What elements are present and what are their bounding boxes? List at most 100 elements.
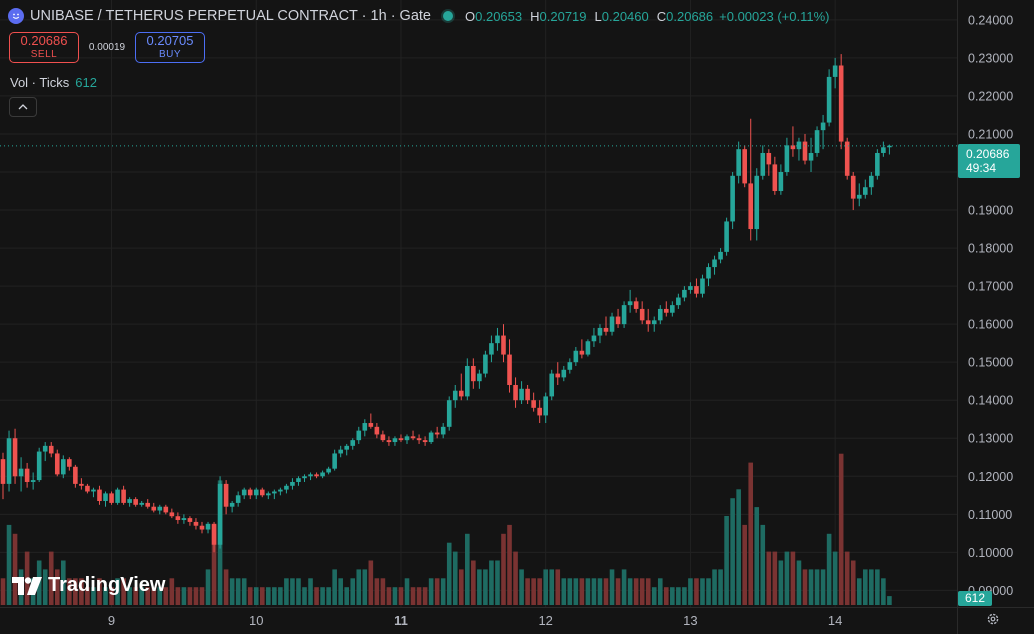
candle-body: [465, 365, 470, 397]
candle-body: [832, 65, 838, 77]
volume-bar: [320, 587, 325, 605]
candle-body: [229, 502, 235, 507]
candle-body: [320, 472, 325, 477]
candle-body: [187, 518, 193, 522]
candle-body: [416, 438, 422, 441]
volume-legend-value: 612: [75, 75, 97, 90]
candle-body: [199, 525, 205, 530]
price-axis-label: 0.15000: [968, 356, 1013, 370]
candle-body: [712, 259, 717, 268]
volume-bar: [856, 578, 862, 605]
symbol-title[interactable]: UNIBASE / TETHERUS PERPETUAL CONTRACT · …: [30, 8, 431, 24]
candle-body: [235, 495, 241, 503]
candle-body: [175, 516, 181, 521]
candle-body: [18, 468, 24, 477]
price-axis-label: 0.13000: [968, 432, 1013, 446]
candle-body: [531, 400, 536, 408]
volume-bar: [440, 578, 446, 605]
chart-header: UNIBASE / TETHERUS PERPETUAL CONTRACT · …: [8, 6, 829, 26]
volume-bar: [537, 578, 542, 605]
candle-body: [651, 320, 657, 325]
volume-bar: [121, 578, 126, 605]
volume-legend[interactable]: Vol · Ticks 612: [10, 75, 97, 90]
candle-body: [579, 350, 585, 355]
settings-gear-icon[interactable]: [986, 612, 1000, 626]
candle-body: [157, 506, 163, 511]
candle-body: [42, 445, 48, 452]
volume-bar: [145, 587, 151, 605]
candle-body: [790, 145, 796, 150]
candle-body: [398, 438, 404, 441]
candle-body: [54, 453, 60, 475]
market-open-indicator: [443, 11, 453, 21]
volume-bar: [724, 516, 729, 605]
candle-body: [820, 122, 826, 131]
volume-bar: [54, 569, 60, 605]
volume-bar: [832, 551, 838, 605]
volume-legend-label: Vol · Ticks: [10, 75, 70, 90]
volume-bar: [495, 560, 500, 605]
candle-body: [700, 278, 705, 294]
volume-bar: [778, 560, 784, 605]
open-label: O: [465, 8, 476, 24]
candle-body: [585, 341, 591, 355]
volume-bar: [820, 569, 826, 605]
candle-body: [308, 474, 313, 477]
candle-body: [784, 145, 790, 172]
candle-body: [374, 426, 380, 435]
sell-button[interactable]: 0.20686 SELL: [9, 32, 79, 63]
volume-bar: [205, 569, 211, 605]
volume-bar: [862, 569, 868, 605]
candle-body: [881, 147, 886, 153]
volume-bar: [615, 578, 621, 605]
price-axis-label: 0.22000: [968, 89, 1013, 103]
volume-bar: [446, 542, 452, 605]
candle-body: [266, 493, 271, 496]
volume-bar: [501, 533, 506, 605]
price-axis-label: 0.10000: [968, 546, 1013, 560]
candle-body: [495, 335, 500, 344]
volume-bar: [344, 587, 350, 605]
time-axis-label: 10: [249, 613, 263, 628]
volume-bar: [682, 587, 687, 605]
tradingview-logo[interactable]: TradingView: [12, 574, 165, 597]
candle-body: [121, 489, 126, 503]
volume-bar: [127, 587, 132, 605]
low-value: 0.20460: [601, 8, 649, 24]
last-price-label: 0.20686 49:34: [958, 144, 1020, 178]
volume-bar: [163, 587, 169, 605]
volume-bar: [471, 560, 476, 605]
volume-bar: [284, 578, 289, 605]
open-value: 0.20653: [475, 8, 523, 24]
buy-button[interactable]: 0.20705 BUY: [135, 32, 205, 63]
volume-bar: [73, 578, 78, 605]
volume-bar: [368, 560, 374, 605]
volume-bar: [79, 578, 84, 605]
volume-bar: [350, 578, 356, 605]
volume-bar: [193, 587, 199, 605]
volume-bar: [525, 578, 530, 605]
candle-body: [856, 194, 862, 199]
candle-body: [645, 320, 651, 325]
candle-body: [338, 449, 343, 454]
candle-body: [483, 354, 488, 374]
volume-bar: [0, 578, 6, 605]
volume-bar: [549, 569, 555, 605]
candle-body: [706, 267, 711, 279]
volume-bar: [133, 587, 138, 605]
candle-body: [73, 466, 78, 484]
volume-bar: [416, 587, 422, 605]
collapse-legend-button[interactable]: [9, 97, 37, 117]
candle-body: [633, 301, 639, 309]
volume-bar: [802, 569, 808, 605]
candle-body: [519, 388, 524, 401]
candle-body: [664, 308, 669, 313]
candle-body: [748, 183, 754, 230]
candle-body: [302, 476, 307, 479]
price-axis-label: 0.17000: [968, 280, 1013, 294]
candle-body: [543, 396, 548, 416]
volume-bar: [109, 587, 114, 605]
candle-body: [778, 171, 784, 192]
candle-body: [742, 149, 747, 184]
